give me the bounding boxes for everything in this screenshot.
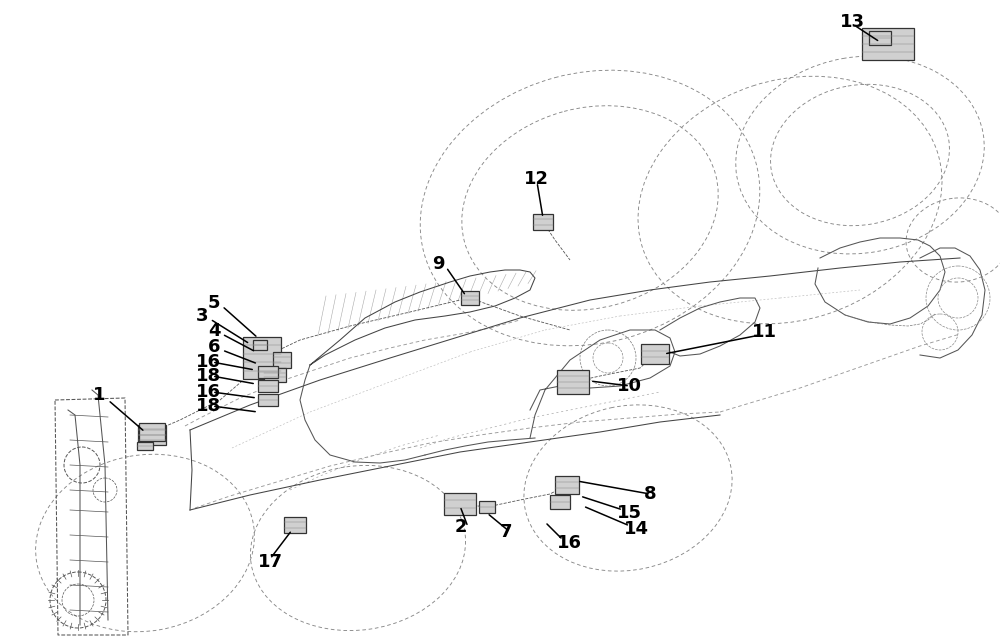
Bar: [550, 495, 570, 509]
Text: 11: 11: [752, 323, 777, 341]
Text: 4: 4: [208, 322, 220, 340]
Text: 6: 6: [208, 338, 220, 356]
Bar: [444, 493, 476, 515]
Bar: [555, 476, 579, 494]
Text: 16: 16: [196, 383, 221, 401]
Bar: [264, 368, 286, 382]
Bar: [869, 31, 891, 45]
Text: 17: 17: [258, 553, 283, 571]
Text: 1: 1: [93, 386, 106, 404]
Bar: [533, 214, 553, 230]
Text: 9: 9: [432, 255, 444, 273]
Text: 14: 14: [624, 520, 649, 538]
Bar: [862, 28, 914, 60]
Text: 16: 16: [196, 353, 221, 371]
Text: 12: 12: [524, 170, 549, 188]
Bar: [258, 394, 278, 406]
Text: 18: 18: [196, 367, 221, 385]
Bar: [139, 423, 165, 441]
Bar: [284, 517, 306, 533]
Bar: [461, 291, 479, 305]
Bar: [258, 366, 278, 378]
Text: 3: 3: [196, 307, 208, 325]
Bar: [138, 425, 166, 445]
Text: 16: 16: [557, 534, 582, 552]
Text: 8: 8: [644, 485, 657, 503]
Text: 5: 5: [208, 294, 220, 312]
Bar: [258, 380, 278, 392]
Text: 13: 13: [840, 13, 865, 31]
Text: 7: 7: [500, 523, 512, 541]
Bar: [273, 352, 291, 368]
Bar: [479, 501, 495, 513]
Bar: [641, 344, 669, 364]
Text: 15: 15: [617, 504, 642, 522]
Text: 18: 18: [196, 397, 221, 415]
Text: 2: 2: [455, 518, 468, 536]
Bar: [557, 370, 589, 394]
Bar: [243, 337, 281, 379]
Bar: [137, 442, 153, 450]
Bar: [253, 340, 267, 350]
Text: 10: 10: [617, 377, 642, 395]
